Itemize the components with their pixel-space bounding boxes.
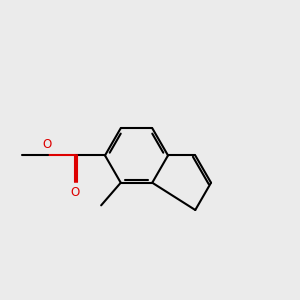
Text: O: O [42,138,51,151]
Text: O: O [70,186,80,199]
